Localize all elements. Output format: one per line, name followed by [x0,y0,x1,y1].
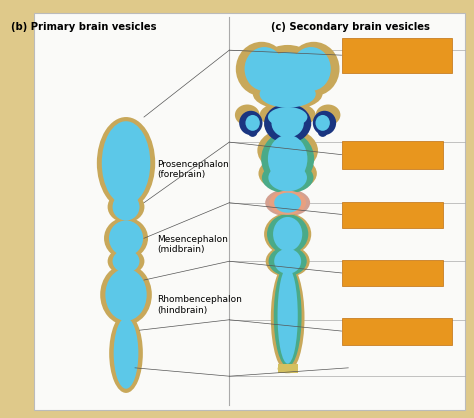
Ellipse shape [100,265,152,325]
Ellipse shape [102,121,150,205]
Ellipse shape [265,245,310,277]
Ellipse shape [268,135,308,183]
Ellipse shape [109,314,143,393]
Ellipse shape [112,250,139,273]
Text: Mesencephalon
(midbrain): Mesencephalon (midbrain) [157,235,228,254]
Ellipse shape [267,214,308,254]
Ellipse shape [269,247,307,276]
Ellipse shape [313,111,336,135]
Ellipse shape [239,111,263,135]
Ellipse shape [274,193,301,213]
Ellipse shape [236,42,287,96]
Ellipse shape [112,193,139,221]
Text: (b) Primary brain vesicles: (b) Primary brain vesicles [10,22,156,32]
Ellipse shape [316,104,340,125]
Text: Rhombencephalon
(hindbrain): Rhombencephalon (hindbrain) [157,296,242,315]
FancyBboxPatch shape [278,364,298,373]
Ellipse shape [288,42,339,96]
Ellipse shape [269,191,306,215]
Ellipse shape [248,126,257,137]
Ellipse shape [256,45,319,97]
Ellipse shape [265,189,310,217]
Text: (c) Secondary brain vesicles: (c) Secondary brain vesicles [271,22,430,32]
Ellipse shape [278,268,298,364]
Ellipse shape [111,172,141,200]
Ellipse shape [104,217,148,259]
Ellipse shape [114,318,138,389]
Ellipse shape [260,102,316,129]
Ellipse shape [108,191,145,223]
Ellipse shape [264,103,311,143]
Ellipse shape [271,263,304,372]
Ellipse shape [257,129,318,173]
Ellipse shape [246,115,260,131]
Ellipse shape [109,221,143,256]
Ellipse shape [262,162,313,193]
FancyBboxPatch shape [342,141,443,169]
Ellipse shape [264,117,311,134]
Ellipse shape [258,156,317,191]
Ellipse shape [268,107,308,127]
Ellipse shape [108,247,145,275]
Ellipse shape [316,115,330,131]
FancyBboxPatch shape [34,13,465,410]
Ellipse shape [274,265,301,367]
Ellipse shape [245,47,284,91]
Ellipse shape [272,109,304,138]
Ellipse shape [263,52,312,94]
Ellipse shape [235,104,260,125]
Ellipse shape [105,269,146,321]
Text: Prosencephalon
(forebrain): Prosencephalon (forebrain) [157,160,229,179]
FancyBboxPatch shape [342,202,443,228]
Ellipse shape [291,47,331,91]
Ellipse shape [264,213,311,255]
Ellipse shape [273,217,302,251]
Ellipse shape [268,164,307,191]
Ellipse shape [260,81,316,108]
Ellipse shape [106,169,146,203]
Ellipse shape [253,79,322,110]
Ellipse shape [278,364,298,373]
Ellipse shape [97,117,155,209]
Ellipse shape [261,132,314,186]
Ellipse shape [318,126,328,137]
Ellipse shape [274,249,301,274]
FancyBboxPatch shape [342,260,443,286]
FancyBboxPatch shape [342,38,452,73]
FancyBboxPatch shape [342,318,452,345]
